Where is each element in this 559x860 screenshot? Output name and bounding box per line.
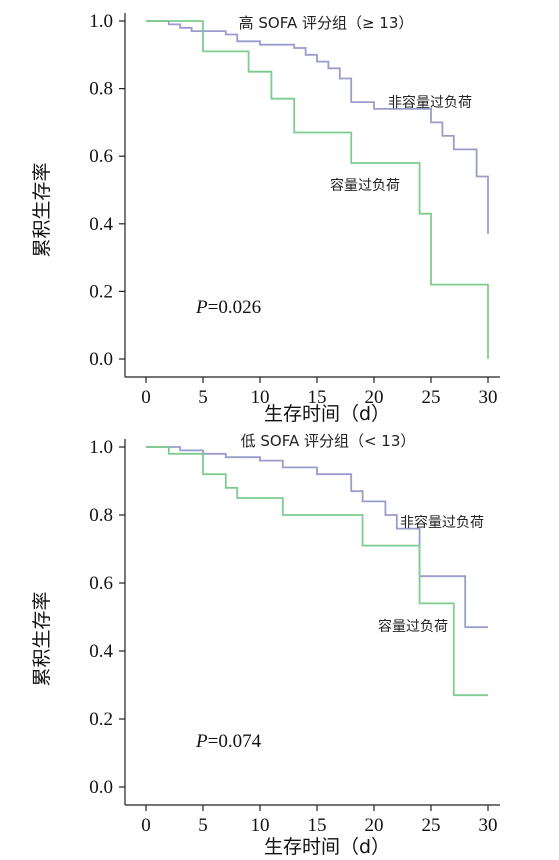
x-tick-label: 15 (308, 815, 327, 836)
x-tick-label: 25 (422, 387, 441, 408)
y-tick-label: 0.6 (89, 146, 113, 167)
p-label: P (195, 731, 208, 752)
y-tick-label: 0.4 (89, 641, 113, 662)
survival-curve-overload (146, 446, 488, 697)
x-tick-label: 15 (308, 387, 327, 408)
x-tick-label: 0 (141, 815, 151, 836)
x-tick-label: 25 (422, 815, 441, 836)
x-tick-label: 5 (198, 815, 208, 836)
y-tick-label: 0.2 (89, 281, 113, 302)
y-tick-label: 0.8 (89, 505, 113, 526)
survival-curve-overload (146, 20, 489, 359)
x-tick-label: 10 (251, 815, 270, 836)
x-tick-label: 20 (365, 815, 384, 836)
km-panel-2: 0.0 0.2 0.4 0.6 0.8 1.0 0 5 10 15 20 25 30 生存时间（d） 累积生… (31, 432, 500, 858)
y-tick-label: 1.0 (89, 11, 113, 32)
series-label-non-overload: 非容量过负荷 (388, 94, 472, 111)
x-tick-label: 10 (251, 387, 270, 408)
x-tick-label: 30 (479, 815, 498, 836)
x-axis-title: 生存时间（d） (264, 836, 390, 858)
x-tick-label: 5 (198, 387, 208, 408)
y-tick-label: 0.4 (89, 214, 113, 235)
y-tick-label: 0.0 (89, 349, 113, 370)
series-label-overload: 容量过负荷 (378, 618, 448, 635)
p-value: =0.026 (208, 297, 261, 318)
p-value-annotation: P=0.074 (195, 731, 262, 752)
y-tick-label: 0.0 (89, 777, 113, 798)
survival-curve-non-overload (146, 20, 489, 234)
survival-curve-non-overload (146, 446, 488, 629)
y-axis-title: 累积生存率 (31, 591, 53, 686)
y-axis-title: 累积生存率 (31, 162, 53, 257)
y-tick-label: 1.0 (89, 437, 113, 458)
y-tick-label: 0.2 (89, 709, 113, 730)
p-value-annotation: P=0.026 (195, 297, 261, 318)
x-tick-label: 30 (479, 387, 498, 408)
x-tick-label: 0 (141, 387, 151, 408)
series-label-non-overload: 非容量过负荷 (400, 514, 484, 531)
x-tick-label: 20 (365, 387, 384, 408)
y-tick-label: 0.6 (89, 573, 113, 594)
p-label: P (195, 297, 208, 318)
y-tick-label: 0.8 (89, 79, 113, 100)
km-panel-1: 0.0 0.2 0.4 0.6 0.8 1.0 0 5 10 15 20 25 30 生存时间（d） 累积生… (31, 11, 500, 425)
x-axis-title: 生存时间（d） (264, 403, 390, 425)
p-value: =0.074 (208, 731, 262, 752)
panel-title: 低 SOFA 评分组（< 13） (241, 432, 416, 450)
series-label-overload: 容量过负荷 (330, 177, 400, 194)
panel-title: 高 SOFA 评分组（≥ 13） (239, 14, 414, 32)
